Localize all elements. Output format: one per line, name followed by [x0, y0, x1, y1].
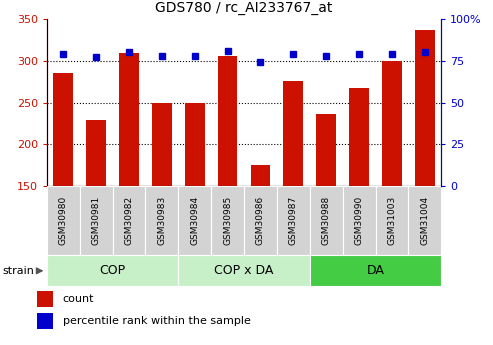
- Bar: [343, 186, 376, 255]
- Bar: [185, 104, 205, 186]
- Bar: [317, 114, 336, 186]
- Bar: [37, 291, 53, 306]
- Text: GSM30988: GSM30988: [322, 196, 331, 245]
- Bar: [145, 186, 178, 255]
- Text: GSM30984: GSM30984: [190, 196, 199, 245]
- Text: GSM30982: GSM30982: [125, 196, 134, 245]
- Bar: [37, 313, 53, 329]
- Bar: [283, 81, 303, 186]
- Bar: [376, 186, 408, 255]
- Bar: [178, 186, 211, 255]
- Bar: [86, 120, 106, 186]
- Text: COP x DA: COP x DA: [214, 264, 274, 277]
- Bar: [152, 104, 172, 186]
- Text: strain: strain: [2, 266, 35, 276]
- Text: GSM31003: GSM31003: [387, 196, 396, 245]
- Text: GSM30987: GSM30987: [289, 196, 298, 245]
- Bar: [178, 255, 310, 286]
- Bar: [382, 61, 402, 186]
- Bar: [47, 255, 178, 286]
- Text: GSM30990: GSM30990: [354, 196, 363, 245]
- Bar: [80, 186, 112, 255]
- Bar: [415, 30, 435, 186]
- Text: GSM30985: GSM30985: [223, 196, 232, 245]
- Bar: [53, 72, 73, 186]
- Bar: [250, 165, 270, 186]
- Bar: [218, 56, 238, 186]
- Text: GSM31004: GSM31004: [421, 196, 429, 245]
- Text: GSM30981: GSM30981: [92, 196, 101, 245]
- Bar: [349, 88, 369, 186]
- Title: GDS780 / rc_AI233767_at: GDS780 / rc_AI233767_at: [155, 1, 333, 15]
- Bar: [310, 186, 343, 255]
- Bar: [211, 186, 244, 255]
- Text: count: count: [63, 294, 94, 304]
- Text: GSM30986: GSM30986: [256, 196, 265, 245]
- Bar: [244, 186, 277, 255]
- Bar: [408, 186, 441, 255]
- Text: GSM30983: GSM30983: [157, 196, 166, 245]
- Bar: [119, 53, 139, 186]
- Text: DA: DA: [367, 264, 385, 277]
- Bar: [112, 186, 145, 255]
- Bar: [277, 186, 310, 255]
- Bar: [47, 186, 80, 255]
- Bar: [310, 255, 441, 286]
- Text: COP: COP: [100, 264, 126, 277]
- Text: percentile rank within the sample: percentile rank within the sample: [63, 316, 250, 326]
- Text: GSM30980: GSM30980: [59, 196, 68, 245]
